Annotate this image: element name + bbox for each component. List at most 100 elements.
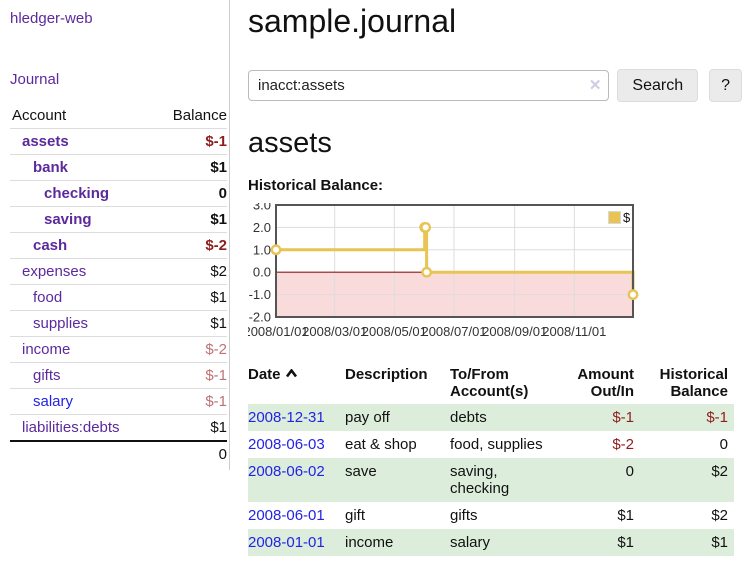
search-button[interactable]: Search <box>617 69 699 102</box>
register-row: 2008-06-03 eat & shop food, supplies $-2… <box>248 431 734 458</box>
account-row: income $-2 <box>10 336 227 363</box>
transaction-date-link[interactable]: 2008-06-02 <box>248 463 325 480</box>
transaction-balance: 0 <box>719 436 728 453</box>
help-button[interactable]: ? <box>709 69 742 102</box>
search-bar: ✕ Search ? <box>248 69 742 102</box>
account-link-food[interactable]: food <box>33 289 63 306</box>
account-balance: $-1 <box>155 128 227 155</box>
page-title: sample.journal <box>248 3 457 39</box>
account-row: liabilities:debts $1 <box>10 414 227 442</box>
svg-text:-2.0: -2.0 <box>249 310 271 325</box>
transaction-date-link[interactable]: 2008-06-01 <box>248 507 325 524</box>
svg-text:3.0: 3.0 <box>253 203 271 213</box>
account-balance: $-1 <box>155 362 227 389</box>
account-balance: $1 <box>155 284 227 311</box>
account-balance: $1 <box>155 206 227 233</box>
register-row: 2008-06-01 gift gifts $1 $2 <box>248 502 734 529</box>
historical-balance-chart-container: 3.0 2.0 1.0 0.0 -1.0 -2.0 2008/01/01 2008/03/01… <box>248 203 642 343</box>
account-link-expenses[interactable]: expenses <box>22 263 87 280</box>
svg-text:2008/09/01: 2008/09/01 <box>482 324 547 339</box>
register-header-amount: Amount Out/In <box>577 366 634 400</box>
account-row: assets $-1 <box>10 128 227 155</box>
transaction-description: income <box>345 534 394 551</box>
svg-text:2.0: 2.0 <box>253 220 271 235</box>
account-balance: $2 <box>155 258 227 285</box>
account-row: saving $1 <box>10 206 227 233</box>
main-content: sample.journal ✕ Search ? assets Histori… <box>248 0 742 556</box>
transaction-amount: $1 <box>617 534 634 551</box>
account-heading: assets <box>248 127 332 159</box>
transaction-accounts: food, supplies <box>450 436 543 453</box>
sort-ascending-icon <box>285 368 297 378</box>
transaction-amount: $1 <box>617 507 634 524</box>
register-header-description: Description <box>345 366 428 383</box>
account-link-gifts[interactable]: gifts <box>33 367 61 384</box>
register-header-balance: Historical Balance <box>659 366 728 400</box>
account-balance: $1 <box>155 154 227 181</box>
account-balance: $-1 <box>155 388 227 415</box>
svg-text:0.0: 0.0 <box>253 265 271 280</box>
account-row: cash $-2 <box>10 232 227 259</box>
transaction-amount: $-1 <box>612 409 634 426</box>
transaction-date-link[interactable]: 2008-12-31 <box>248 409 325 426</box>
clear-search-icon[interactable]: ✕ <box>588 77 602 94</box>
account-balance: $-2 <box>155 232 227 259</box>
account-row: expenses $2 <box>10 258 227 285</box>
transaction-description: eat & shop <box>345 436 417 453</box>
account-link-income[interactable]: income <box>22 341 71 358</box>
transaction-date-link[interactable]: 2008-01-01 <box>248 534 325 551</box>
register-header-date[interactable]: Date <box>248 364 345 404</box>
transaction-accounts: saving, checking <box>450 463 510 497</box>
account-row: checking 0 <box>10 180 227 207</box>
accounts-header-account: Account <box>10 104 156 129</box>
transaction-balance: $-1 <box>706 409 728 426</box>
transaction-description: pay off <box>345 409 390 426</box>
account-balance: $-2 <box>155 336 227 363</box>
transaction-description: save <box>345 463 377 480</box>
accounts-total-row: 0 <box>10 440 227 467</box>
register-table: Date Description To/From Account(s) Amou… <box>248 364 734 556</box>
accounts-header-balance: Balance <box>155 104 227 129</box>
register-header-accounts: To/From Account(s) <box>450 366 529 400</box>
account-link-liabilities-debts[interactable]: liabilities:debts <box>22 419 120 436</box>
account-link-salary[interactable]: salary <box>33 393 74 410</box>
chart-label: Historical Balance: <box>248 177 384 194</box>
transaction-amount: 0 <box>625 463 634 480</box>
legend-swatch <box>608 211 621 224</box>
svg-text:1.0: 1.0 <box>253 242 271 257</box>
transaction-balance: $2 <box>711 507 728 524</box>
account-balance: 0 <box>155 180 227 207</box>
chart-legend: $ <box>607 210 632 225</box>
svg-text:-1.0: -1.0 <box>249 287 271 302</box>
transaction-accounts: salary <box>450 534 491 551</box>
account-row: gifts $-1 <box>10 362 227 389</box>
search-input[interactable] <box>248 70 610 101</box>
account-link-saving[interactable]: saving <box>44 211 92 228</box>
account-row: bank $1 <box>10 154 227 181</box>
account-link-checking[interactable]: checking <box>44 185 110 202</box>
account-balance: $1 <box>155 414 227 442</box>
transaction-amount: $-2 <box>612 436 634 453</box>
account-row: salary $-1 <box>10 388 227 415</box>
svg-text:2008/07/01: 2008/07/01 <box>421 324 486 339</box>
accounts-table: Account Balance assets $-1 bank $1 checkin… <box>10 104 227 467</box>
transaction-balance: $2 <box>711 463 728 480</box>
account-link-assets[interactable]: assets <box>22 133 69 150</box>
account-row: supplies $1 <box>10 310 227 337</box>
sidebar: hledger-web Journal Account Balance asse… <box>0 0 230 470</box>
transaction-accounts: debts <box>450 409 487 426</box>
sidebar-item-journal[interactable]: Journal <box>10 71 60 88</box>
transaction-date-link[interactable]: 2008-06-03 <box>248 436 325 453</box>
transaction-description: gift <box>345 507 366 524</box>
account-link-bank[interactable]: bank <box>33 159 69 176</box>
account-link-cash[interactable]: cash <box>33 237 68 254</box>
register-row: 2008-06-02 save saving, checking 0 $2 <box>248 458 734 502</box>
historical-balance-chart: 3.0 2.0 1.0 0.0 -1.0 -2.02008/01/012008/03/01… <box>248 203 639 339</box>
app-title-link[interactable]: hledger-web <box>10 10 93 27</box>
account-balance: $1 <box>155 310 227 337</box>
account-link-supplies[interactable]: supplies <box>33 315 89 332</box>
legend-label: $ <box>623 210 631 225</box>
svg-text:2008/03/01: 2008/03/01 <box>302 324 367 339</box>
svg-text:2008/01/01: 2008/01/01 <box>248 324 309 339</box>
transaction-accounts: gifts <box>450 507 478 524</box>
